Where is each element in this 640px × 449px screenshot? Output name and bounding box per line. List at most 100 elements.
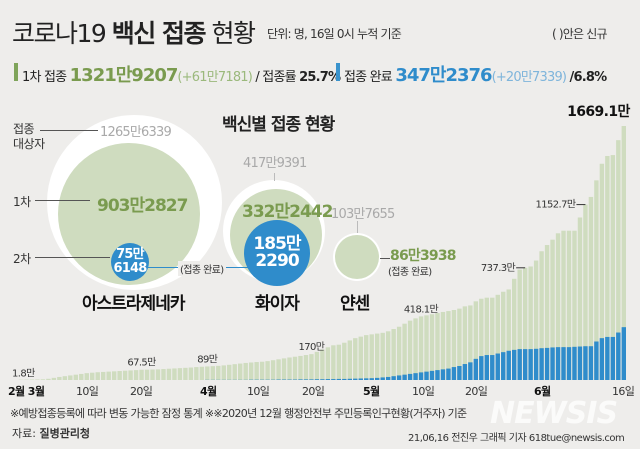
first-dose-bar <box>238 363 243 380</box>
first-dose-bar <box>79 373 84 380</box>
first-dose-bar <box>517 269 522 380</box>
second-dose-bar <box>501 352 506 380</box>
source: 자료: 질병관리청 <box>12 425 90 441</box>
source-name: 질병관리청 <box>39 427 91 440</box>
first-dose-bar <box>68 375 73 380</box>
first-dose-bar <box>281 358 287 380</box>
vaccine-section-title: 백신별 접종 현황 <box>222 115 335 135</box>
first-dose-bar <box>111 371 117 380</box>
first-dose-bar <box>473 301 479 380</box>
first-dose-bar <box>364 335 369 380</box>
az-first: 903만2827 <box>97 196 188 216</box>
first-dose-bar <box>512 278 517 380</box>
first-dose-bar <box>413 318 418 380</box>
second-dose-bar <box>391 376 396 380</box>
az-name: 아스트라제네카 <box>82 294 185 314</box>
second-dose-bar <box>544 347 550 380</box>
first-dose-bar <box>506 289 511 380</box>
second-dose-bar <box>364 378 369 380</box>
footnote: ※예방접종등록에 따라 변동 가능한 잠정 통계 ※※2020년 12월 행정안… <box>10 407 467 420</box>
x-tick: 10일 <box>76 385 99 398</box>
second-dose-bar <box>506 350 511 380</box>
first-dose-bar <box>577 217 583 380</box>
first-dose-bar <box>418 316 424 380</box>
data-label: 1152.7만 <box>535 199 575 211</box>
second-dose-bar <box>605 336 610 380</box>
completed-label: (접종 완료) <box>178 261 226 276</box>
row-label-target: 접종 대상자 <box>13 122 45 151</box>
second-dose-bar <box>495 353 500 380</box>
first-dose-bar <box>490 297 495 380</box>
second-dose-bar <box>380 377 385 380</box>
x-tick: 20일 <box>302 385 325 398</box>
source-label: 자료: <box>12 427 36 440</box>
second-dose-bar <box>512 349 517 380</box>
first-dose-bar <box>621 126 626 380</box>
second-dose-bar <box>555 347 561 380</box>
second-dose-bar <box>446 368 451 380</box>
second-dose-bar <box>413 373 418 380</box>
first-dose-bar <box>599 163 605 380</box>
second-dose-bar <box>336 378 342 380</box>
data-label: 737.3만 <box>481 262 516 274</box>
janssen-completed-circle <box>335 235 379 279</box>
second-dose-bar <box>616 332 621 380</box>
newsis-watermark: NEWSIS <box>490 396 618 431</box>
full-value: 347만2376 <box>395 65 492 86</box>
second-dose-bar <box>479 356 484 380</box>
second-dose-bar <box>451 367 457 380</box>
first-dose-bar <box>210 366 215 380</box>
second-dose-bar <box>528 349 533 380</box>
second-dose-bar <box>539 348 544 380</box>
second-dose-bar <box>424 371 429 380</box>
first-dose-bar <box>248 362 254 380</box>
second-dose-bar <box>331 379 336 380</box>
first-dose-bar <box>484 297 489 380</box>
first-dose-bar <box>380 332 385 380</box>
first-dose-bar <box>462 306 468 380</box>
second-dose-bar <box>375 377 380 380</box>
title-bold: 백신 접종 <box>111 19 207 48</box>
second-dose-bar <box>484 355 489 380</box>
second-leader <box>35 257 110 258</box>
first-dose-bar <box>254 362 259 380</box>
x-tick: 20일 <box>465 385 488 398</box>
data-label: 170만 <box>298 341 324 353</box>
first-dose-bar <box>468 305 473 380</box>
az-second: 75만 6148 <box>111 248 149 276</box>
second-dose-bar <box>353 378 358 380</box>
janssen-leader <box>380 258 390 259</box>
unit-note: 단위: 명, 16일 0시 누적 기준 <box>267 27 402 41</box>
second-dose-bar <box>490 355 495 380</box>
second-dose-bar <box>588 346 594 380</box>
first-dose-bar <box>270 360 276 380</box>
first-dose-bar <box>133 370 139 380</box>
second-dose-bar <box>407 373 413 380</box>
first-dose-bar <box>325 347 331 380</box>
first-dose-bar <box>227 364 232 380</box>
first-dose-marker <box>14 63 18 81</box>
second-dose-bar <box>298 379 303 380</box>
page-title: 코로나19 백신 접종 현황 <box>12 14 256 50</box>
second-dose-bar <box>621 327 626 380</box>
second-dose-bar <box>594 341 599 380</box>
first-dose-bar <box>544 245 550 380</box>
first-dose-bar <box>155 369 161 380</box>
pfizer-first: 332만2442 <box>242 202 333 222</box>
second-dose-bar <box>402 374 407 380</box>
janssen-name: 얀센 <box>340 294 370 314</box>
first-dose-bar <box>95 372 100 380</box>
pfizer-second-circle <box>244 220 310 286</box>
az-second-circle <box>111 243 149 281</box>
janssen-completed: 86만3938 <box>390 248 457 264</box>
second-dose-bar <box>303 379 309 380</box>
first-dose-bar <box>342 342 347 380</box>
second-dose-bar <box>583 346 588 380</box>
first-dose-bar <box>566 230 572 380</box>
second-dose-bar <box>314 379 320 380</box>
first-dose-bar <box>610 155 616 380</box>
pfizer-target: 417만9391 <box>243 156 307 171</box>
first-dose-bar <box>616 140 621 380</box>
second-dose-bar <box>533 348 539 380</box>
second-dose-bar <box>457 365 462 380</box>
